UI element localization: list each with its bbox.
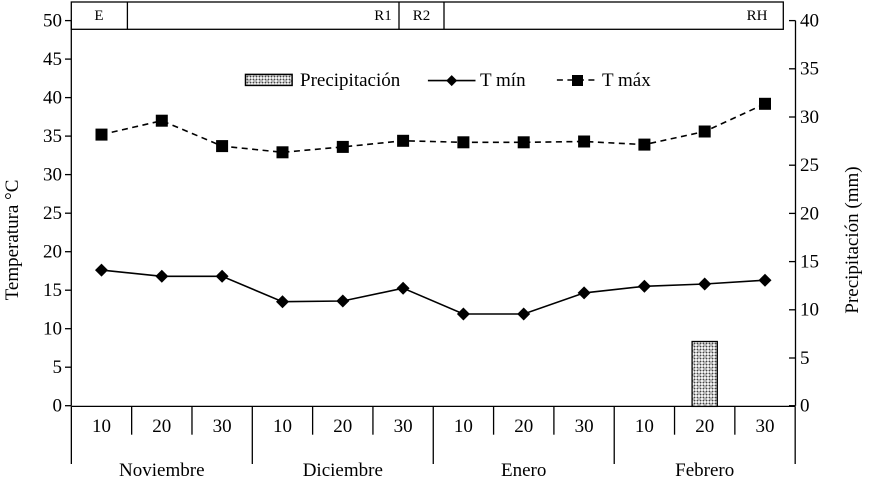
svg-text:10: 10 <box>635 416 654 437</box>
svg-text:20: 20 <box>800 203 819 224</box>
svg-text:Enero: Enero <box>501 460 546 481</box>
svg-text:E: E <box>94 8 103 24</box>
svg-text:20: 20 <box>43 242 62 263</box>
svg-text:5: 5 <box>53 357 63 378</box>
svg-text:10: 10 <box>92 416 111 437</box>
svg-text:30: 30 <box>800 107 819 128</box>
svg-text:Precipitación (mm): Precipitación (mm) <box>842 166 863 313</box>
svg-text:0: 0 <box>800 396 810 417</box>
svg-text:Febrero: Febrero <box>675 460 734 481</box>
svg-text:50: 50 <box>43 11 62 32</box>
svg-text:30: 30 <box>575 416 594 437</box>
svg-text:Temperatura °C: Temperatura °C <box>2 180 23 301</box>
svg-text:10: 10 <box>43 319 62 340</box>
svg-text:Noviembre: Noviembre <box>119 460 204 481</box>
svg-text:20: 20 <box>333 416 352 437</box>
svg-text:15: 15 <box>43 280 62 301</box>
svg-text:40: 40 <box>800 11 819 32</box>
svg-text:R2: R2 <box>413 8 431 24</box>
svg-text:20: 20 <box>695 416 714 437</box>
svg-text:35: 35 <box>43 126 62 147</box>
svg-text:RH: RH <box>747 8 768 24</box>
svg-text:30: 30 <box>394 416 413 437</box>
svg-text:R1: R1 <box>374 8 392 24</box>
svg-text:10: 10 <box>273 416 292 437</box>
svg-text:10: 10 <box>454 416 473 437</box>
svg-text:25: 25 <box>43 203 62 224</box>
svg-text:30: 30 <box>213 416 232 437</box>
svg-text:45: 45 <box>43 49 62 70</box>
svg-text:30: 30 <box>43 165 62 186</box>
svg-text:T mín: T mín <box>480 70 526 91</box>
svg-text:T máx: T máx <box>602 70 651 91</box>
svg-text:5: 5 <box>800 348 810 369</box>
svg-text:15: 15 <box>800 252 819 273</box>
svg-text:10: 10 <box>800 300 819 321</box>
svg-text:0: 0 <box>53 396 63 417</box>
svg-text:Diciembre: Diciembre <box>303 460 383 481</box>
svg-text:20: 20 <box>514 416 533 437</box>
svg-text:Precipitación: Precipitación <box>300 70 401 91</box>
svg-text:35: 35 <box>800 59 819 80</box>
svg-text:40: 40 <box>43 88 62 109</box>
svg-text:30: 30 <box>756 416 775 437</box>
svg-text:25: 25 <box>800 155 819 176</box>
svg-text:20: 20 <box>152 416 171 437</box>
